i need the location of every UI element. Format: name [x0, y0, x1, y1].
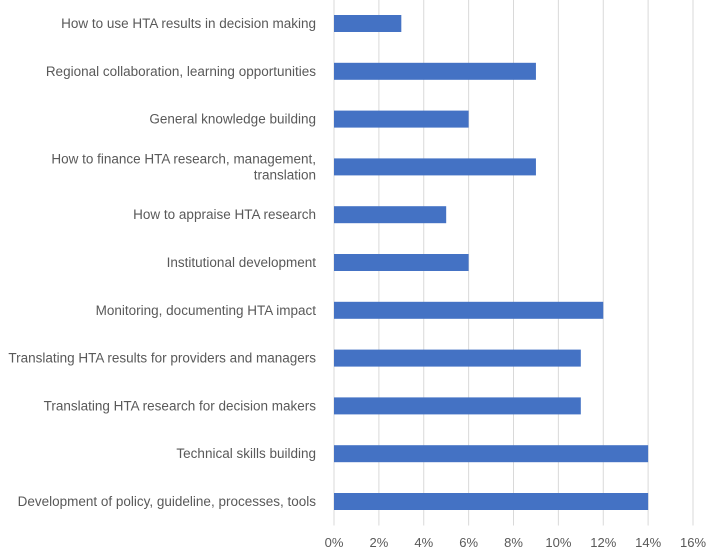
category-label: General knowledge building [149, 112, 316, 127]
bar [334, 110, 469, 128]
category-label: translation [254, 167, 316, 182]
bar [334, 15, 402, 32]
category-label: Translating HTA results for providers an… [8, 351, 316, 366]
x-tick-label: 10% [545, 535, 571, 550]
bar [334, 349, 581, 367]
category-label: How to appraise HTA research [133, 207, 316, 222]
bar [334, 206, 447, 224]
category-label: Regional collaboration, learning opportu… [46, 64, 316, 79]
category-label: How to use HTA results in decision makin… [61, 16, 316, 31]
x-tick-label: 4% [414, 535, 433, 550]
bar [334, 445, 649, 463]
bar [334, 62, 536, 80]
bar [334, 158, 536, 176]
x-tick-label: 6% [459, 535, 478, 550]
category-label: Translating HTA research for decision ma… [44, 398, 317, 413]
x-tick-label: 12% [590, 535, 616, 550]
category-label: Development of policy, guideline, proces… [18, 494, 317, 509]
x-tick-label: 8% [504, 535, 523, 550]
category-label: Monitoring, documenting HTA impact [96, 303, 317, 318]
category-label: Technical skills building [176, 446, 316, 461]
x-tick-label: 0% [325, 535, 344, 550]
x-tick-label: 2% [369, 535, 388, 550]
bar [334, 493, 649, 510]
bar [334, 301, 604, 319]
category-label: Institutional development [167, 255, 317, 270]
category-label: How to finance HTA research, management, [51, 151, 316, 166]
x-tick-label: 14% [635, 535, 661, 550]
bar [334, 254, 469, 271]
bar [334, 397, 581, 415]
x-tick-label: 16% [680, 535, 706, 550]
